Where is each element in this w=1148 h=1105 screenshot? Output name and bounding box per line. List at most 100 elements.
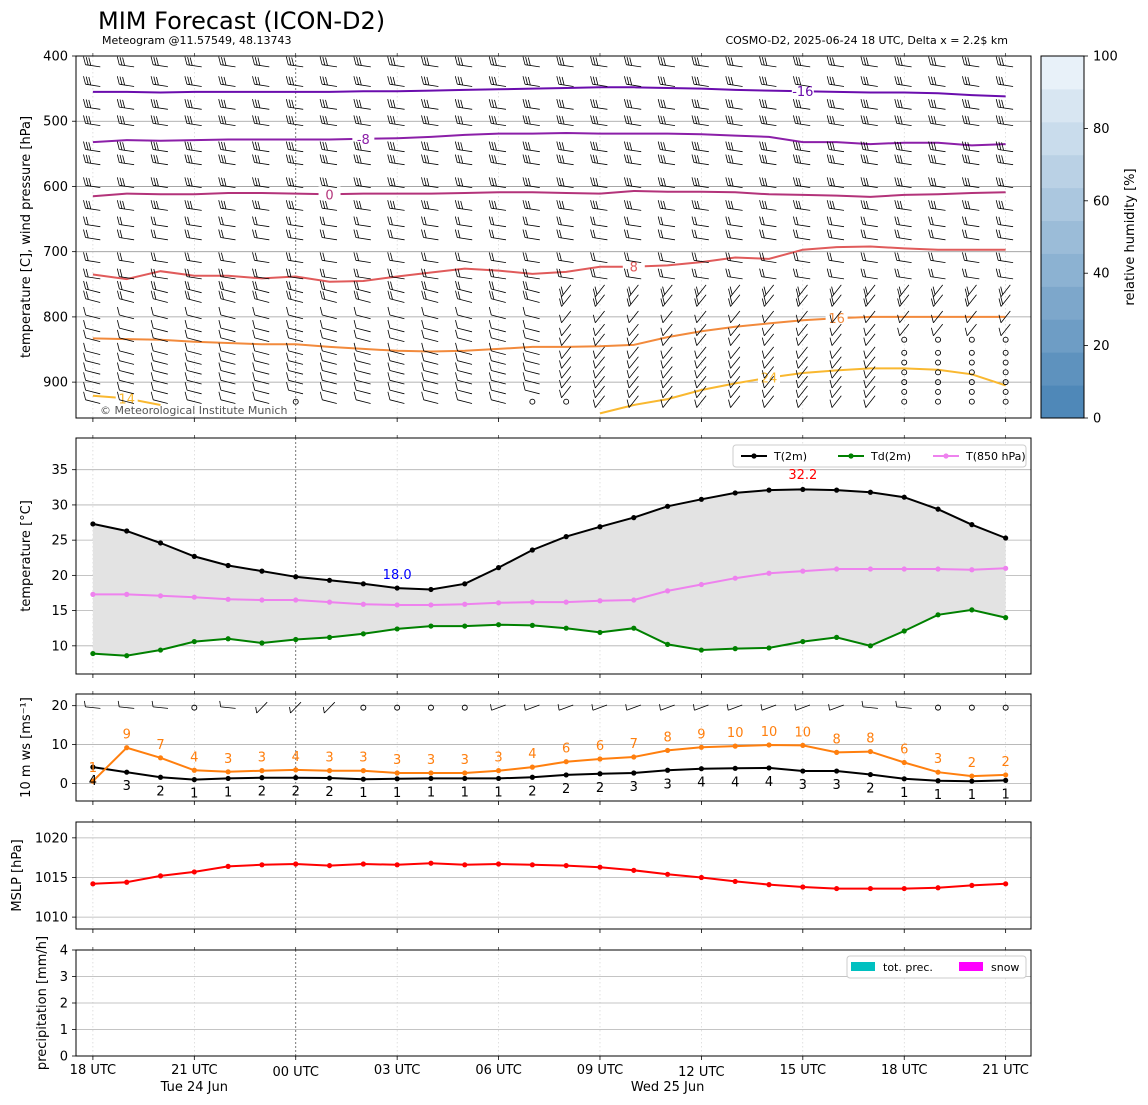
contour-label: 14 (118, 392, 135, 407)
value-label: 8 (866, 732, 874, 747)
wind-barb (894, 229, 912, 241)
x-day-label: Tue 24 Jun (160, 1080, 228, 1095)
wind-barb (894, 252, 912, 263)
wind-barb (725, 268, 743, 280)
wind-barb (83, 141, 101, 153)
series-point (1003, 772, 1009, 778)
wind-barb (559, 284, 572, 297)
series-point (766, 742, 772, 748)
wind-barb (759, 200, 777, 211)
series-point (90, 764, 96, 770)
wind-barb (759, 216, 777, 228)
wind-barb (218, 177, 236, 188)
y-tick-label: 4 (60, 944, 68, 959)
wind-barb (928, 229, 946, 241)
wind-barb (319, 115, 338, 126)
wind-calm-marker (360, 704, 367, 711)
wind-barb (657, 115, 676, 126)
wind-barb (660, 356, 673, 369)
wind-barb (522, 329, 540, 342)
wind-barb (488, 342, 506, 355)
wind-barb (150, 290, 168, 303)
wind-barb (624, 141, 642, 153)
value-label: 8 (832, 732, 840, 747)
wind-barb (728, 294, 741, 307)
wind-barb (184, 306, 202, 320)
wind-barb (863, 284, 876, 297)
wind-barb (319, 306, 337, 320)
value-label: 3 (934, 752, 942, 767)
wind-barb (725, 200, 743, 211)
wind-barb (624, 268, 642, 280)
wind-barb (319, 141, 338, 153)
wind-barb (421, 216, 439, 228)
wind-barb (793, 177, 811, 188)
wind-barb (829, 333, 842, 346)
wind-barb (218, 56, 236, 68)
wind-barb (387, 391, 405, 404)
wind-barb (150, 216, 168, 228)
mslp-point (191, 869, 197, 875)
wind-barb (252, 342, 270, 355)
series-point (191, 594, 197, 600)
value-label: 3 (325, 751, 333, 766)
wind-barb (995, 200, 1014, 211)
wind-barb (962, 268, 980, 280)
contour-label-bg (318, 186, 341, 203)
wind-barb (522, 56, 540, 68)
value-label: 6 (900, 742, 908, 757)
wind-barb (590, 154, 608, 166)
wind-barb (252, 391, 270, 404)
wind-barb (219, 700, 236, 709)
wind-barb (454, 154, 473, 166)
mslp-point (360, 861, 366, 867)
series-line-0 (92, 766, 1006, 783)
legend-label: Td(2m) (870, 450, 911, 463)
wind-barb (624, 177, 642, 188)
wind-barb (319, 268, 338, 280)
wind-barb (793, 252, 811, 263)
wind-barb (928, 154, 946, 166)
series-point (935, 778, 941, 784)
series-point (326, 599, 333, 605)
wind-barb (624, 76, 642, 87)
wind-barb (693, 704, 709, 711)
dewpoint-spread-fill (92, 489, 1006, 656)
wind-barb (962, 76, 980, 87)
wind-barb (319, 382, 337, 395)
wind-barb (592, 385, 605, 399)
wind-barb (387, 320, 405, 333)
axes-frame (75, 949, 1032, 1057)
wind-barb (522, 115, 540, 126)
wind-barb (218, 280, 236, 294)
wind-barb (522, 76, 540, 87)
wind-calm-marker (191, 704, 198, 711)
wind-calm-marker (968, 398, 975, 405)
wind-barb (184, 280, 202, 294)
wind-calm-marker (1002, 379, 1009, 386)
wind-barb (894, 141, 912, 153)
wind-barb (83, 372, 101, 385)
wind-barb (928, 252, 946, 263)
wind-barb (353, 372, 371, 385)
wind-barb (928, 56, 946, 68)
wind-barb (83, 76, 101, 87)
series-point (293, 636, 299, 643)
value-label: 2 (866, 782, 874, 797)
wind-barb (728, 284, 741, 297)
wind-barb (795, 395, 808, 408)
wind-barb (83, 252, 101, 263)
wind-barb (353, 320, 371, 333)
wind-barb (931, 294, 944, 307)
wind-barb (522, 280, 540, 294)
wind-barb (897, 310, 910, 324)
wind-barb (657, 56, 676, 68)
wind-barb (117, 382, 135, 395)
wind-barb (691, 229, 709, 241)
series-point (800, 486, 806, 493)
wind-barb (252, 200, 270, 211)
series-point (698, 744, 704, 750)
wind-barb (83, 290, 101, 303)
series-line-2 (92, 567, 1006, 606)
wind-barb (624, 200, 642, 211)
